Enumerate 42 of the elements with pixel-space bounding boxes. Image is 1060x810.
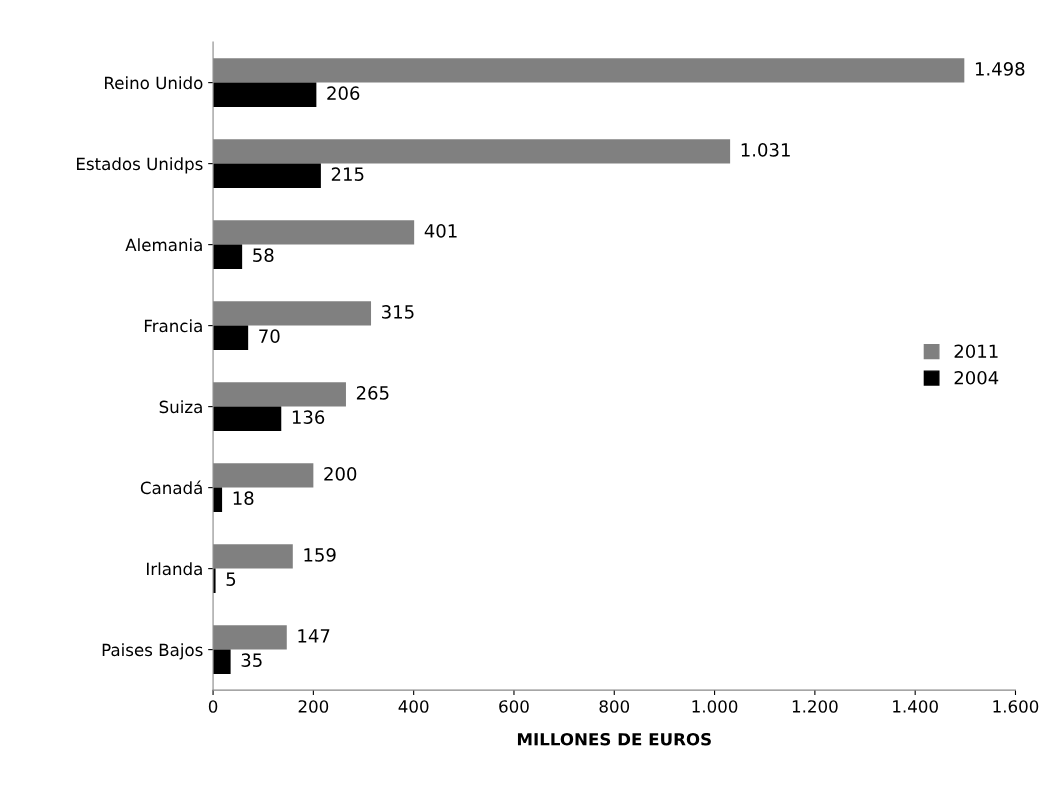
x-tick-label: 800 [599,700,630,713]
data-label: 1.498 [975,62,1025,76]
data-label: 200 [324,467,357,481]
bar [213,325,249,350]
bar [213,244,243,269]
data-label: 215 [331,167,364,182]
data-label: 315 [382,305,414,319]
bar [213,82,317,107]
x-axis-title: MILLONES DE EUROS [517,732,711,746]
x-tick-label: 1.600 [993,700,1039,713]
y-tick-label: Canadá [140,480,202,495]
data-label: 35 [241,653,262,668]
y-tick-label: Suiza [159,400,202,414]
data-label: 70 [259,329,280,344]
y-tick-label: Paises Bajos [102,643,203,660]
data-label: 1.031 [741,143,790,157]
bar [213,649,231,674]
data-label: 159 [304,548,336,562]
y-tick-label: Reino Unido [105,76,203,90]
data-label: 206 [327,86,360,101]
y-tick-label: Alemania [125,238,202,252]
x-tick-label: 600 [499,700,529,713]
bar [213,163,321,188]
y-tick-label: Francia [144,319,202,333]
x-tick-label: 400 [398,700,429,713]
data-label: 401 [424,224,457,238]
data-label: 147 [298,629,330,643]
bar [213,406,282,431]
x-tick-label: 0 [208,700,218,713]
data-label: 5 [226,572,236,587]
data-label: 265 [356,386,389,400]
x-tick-label: 1.000 [692,700,738,713]
x-tick-label: 1.200 [792,700,838,713]
legend-label: 2004 [954,370,999,385]
x-tick-label: 200 [298,700,329,713]
data-label: 136 [292,410,325,425]
x-tick-label: 1.400 [893,700,938,713]
legend-label: 2011 [954,344,998,359]
data-label: 18 [233,491,254,506]
data-label: 58 [253,248,274,263]
y-tick-label: Irlanda [147,562,202,576]
y-tick-label: Estados Unidps [77,157,203,174]
